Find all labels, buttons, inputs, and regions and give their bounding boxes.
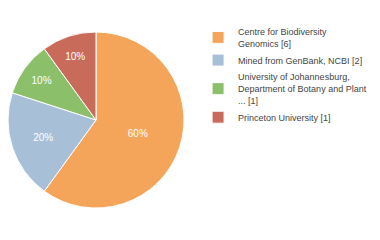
svg-text:10%: 10%	[32, 75, 52, 86]
svg-text:10%: 10%	[65, 51, 85, 62]
svg-text:Centre for BiodiversityGenomic: Centre for BiodiversityGenomics [6]	[238, 27, 327, 49]
svg-text:University of Johannesburg,Dep: University of Johannesburg,Department of…	[238, 72, 367, 105]
svg-text:Princeton University [1]: Princeton University [1]	[238, 113, 331, 123]
svg-text:60%: 60%	[128, 128, 148, 139]
svg-text:20%: 20%	[33, 132, 53, 143]
svg-text:Mined from GenBank, NCBI [2]: Mined from GenBank, NCBI [2]	[238, 56, 362, 66]
